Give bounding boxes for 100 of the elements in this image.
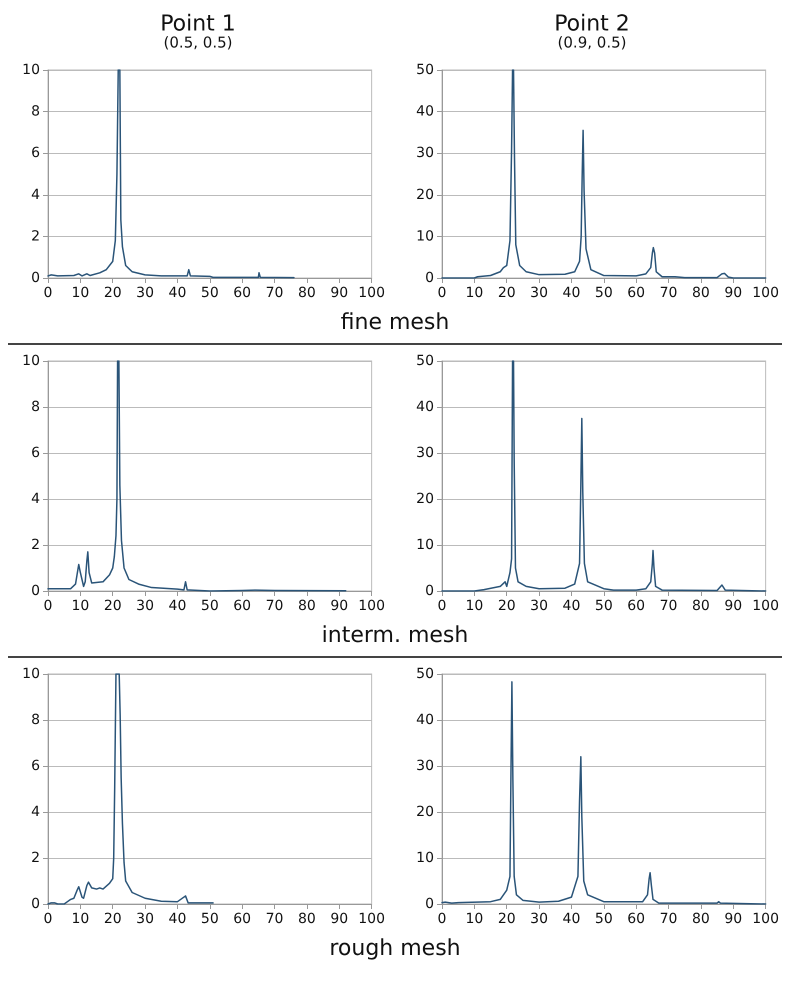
y-tick-label: 4 bbox=[31, 804, 40, 820]
y-tick-label: 20 bbox=[416, 804, 434, 820]
y-tick-label: 0 bbox=[31, 270, 40, 286]
x-tick-label: 80 bbox=[692, 911, 710, 927]
x-tick-label: 40 bbox=[168, 911, 186, 927]
x-tick-label: 90 bbox=[724, 911, 742, 927]
x-tick-label: 0 bbox=[438, 911, 446, 927]
y-tick-label: 10 bbox=[22, 353, 40, 369]
x-tick-label: 30 bbox=[136, 911, 154, 927]
x-tick-label: 70 bbox=[660, 285, 678, 301]
x-tick-label: 80 bbox=[298, 911, 316, 927]
x-tick-label: 20 bbox=[104, 598, 122, 614]
x-tick-label: 40 bbox=[562, 911, 580, 927]
x-tick-label: 30 bbox=[530, 285, 548, 301]
y-tick-label: 10 bbox=[22, 62, 40, 78]
x-tick-label: 70 bbox=[266, 285, 284, 301]
chart-subtitle: (0.9, 0.5) bbox=[558, 34, 626, 52]
x-tick-label: 20 bbox=[498, 911, 516, 927]
x-tick-label: 30 bbox=[530, 598, 548, 614]
x-tick-label: 10 bbox=[465, 598, 484, 614]
text: fine mesh bbox=[340, 309, 450, 337]
x-tick-label: 10 bbox=[71, 598, 90, 614]
y-tick-label: 50 bbox=[416, 62, 434, 78]
y-tick-label: 0 bbox=[31, 896, 40, 912]
x-tick-label: 0 bbox=[438, 598, 446, 614]
x-tick-label: 90 bbox=[330, 911, 348, 927]
y-tick-label: 40 bbox=[416, 712, 434, 728]
x-tick-label: 80 bbox=[298, 285, 316, 301]
x-tick-label: 60 bbox=[233, 598, 252, 614]
chart-title: Point 2 bbox=[554, 12, 630, 36]
x-tick-label: 100 bbox=[358, 911, 386, 927]
y-tick-label: 6 bbox=[31, 145, 40, 162]
y-tick-label: 2 bbox=[31, 850, 40, 866]
x-tick-label: 40 bbox=[562, 598, 580, 614]
x-tick-label: 60 bbox=[233, 911, 252, 927]
x-tick-label: 100 bbox=[358, 285, 386, 301]
y-tick-label: 30 bbox=[416, 758, 434, 774]
x-tick-label: 80 bbox=[298, 598, 316, 614]
x-tick-label: 20 bbox=[498, 598, 516, 614]
x-tick-label: 90 bbox=[724, 598, 742, 614]
x-tick-label: 10 bbox=[465, 911, 484, 927]
x-tick-label: 40 bbox=[168, 598, 186, 614]
x-tick-label: 70 bbox=[266, 911, 284, 927]
y-tick-label: 8 bbox=[31, 712, 40, 728]
y-tick-label: 8 bbox=[31, 399, 40, 415]
y-tick-label: 0 bbox=[425, 896, 434, 912]
x-tick-label: 10 bbox=[465, 285, 484, 301]
x-tick-label: 80 bbox=[692, 285, 710, 301]
y-tick-label: 4 bbox=[31, 491, 40, 507]
x-tick-label: 80 bbox=[692, 598, 710, 614]
x-tick-label: 50 bbox=[200, 911, 219, 927]
y-tick-label: 10 bbox=[416, 228, 434, 244]
x-tick-label: 100 bbox=[752, 911, 780, 927]
y-tick-label: 4 bbox=[31, 186, 40, 203]
y-tick-label: 20 bbox=[416, 491, 434, 507]
x-tick-label: 60 bbox=[233, 285, 252, 301]
x-tick-label: 20 bbox=[498, 285, 516, 301]
y-tick-label: 40 bbox=[416, 399, 434, 415]
x-tick-label: 0 bbox=[438, 285, 446, 301]
x-tick-label: 0 bbox=[44, 598, 52, 614]
x-tick-label: 50 bbox=[594, 598, 613, 614]
x-tick-label: 0 bbox=[44, 911, 52, 927]
y-tick-label: 6 bbox=[31, 445, 40, 461]
x-tick-label: 10 bbox=[71, 911, 90, 927]
x-tick-label: 70 bbox=[660, 911, 678, 927]
x-tick-label: 60 bbox=[627, 911, 646, 927]
text: rough mesh bbox=[328, 935, 462, 963]
x-tick-label: 50 bbox=[594, 911, 613, 927]
y-tick-label: 30 bbox=[416, 445, 434, 461]
x-tick-label: 30 bbox=[136, 285, 154, 301]
x-tick-label: 90 bbox=[330, 598, 348, 614]
x-tick-label: 50 bbox=[200, 598, 219, 614]
x-tick-label: 20 bbox=[104, 911, 122, 927]
x-tick-label: 20 bbox=[104, 285, 122, 301]
y-tick-label: 0 bbox=[31, 583, 40, 599]
x-tick-label: 0 bbox=[44, 285, 52, 301]
y-tick-label: 50 bbox=[416, 666, 434, 682]
y-tick-label: 2 bbox=[31, 228, 40, 244]
x-tick-label: 70 bbox=[660, 598, 678, 614]
x-tick-label: 70 bbox=[266, 598, 284, 614]
text: interm. mesh bbox=[320, 622, 470, 650]
x-tick-label: 10 bbox=[71, 285, 90, 301]
x-tick-label: 90 bbox=[330, 285, 348, 301]
y-tick-label: 0 bbox=[425, 270, 434, 286]
x-tick-label: 100 bbox=[358, 598, 386, 614]
y-tick-label: 50 bbox=[416, 353, 434, 369]
x-tick-label: 60 bbox=[627, 598, 646, 614]
chart-subtitle: (0.5, 0.5) bbox=[164, 34, 232, 52]
y-tick-label: 10 bbox=[416, 850, 434, 866]
x-tick-label: 30 bbox=[530, 911, 548, 927]
chart-title: Point 1 bbox=[160, 12, 236, 36]
y-tick-label: 10 bbox=[416, 537, 434, 553]
x-tick-label: 50 bbox=[594, 285, 613, 301]
y-tick-label: 8 bbox=[31, 104, 40, 120]
x-tick-label: 40 bbox=[562, 285, 580, 301]
x-tick-label: 40 bbox=[168, 285, 186, 301]
y-tick-label: 10 bbox=[22, 666, 40, 682]
x-tick-label: 90 bbox=[724, 285, 742, 301]
x-tick-label: 60 bbox=[627, 285, 646, 301]
y-tick-label: 40 bbox=[416, 104, 434, 120]
